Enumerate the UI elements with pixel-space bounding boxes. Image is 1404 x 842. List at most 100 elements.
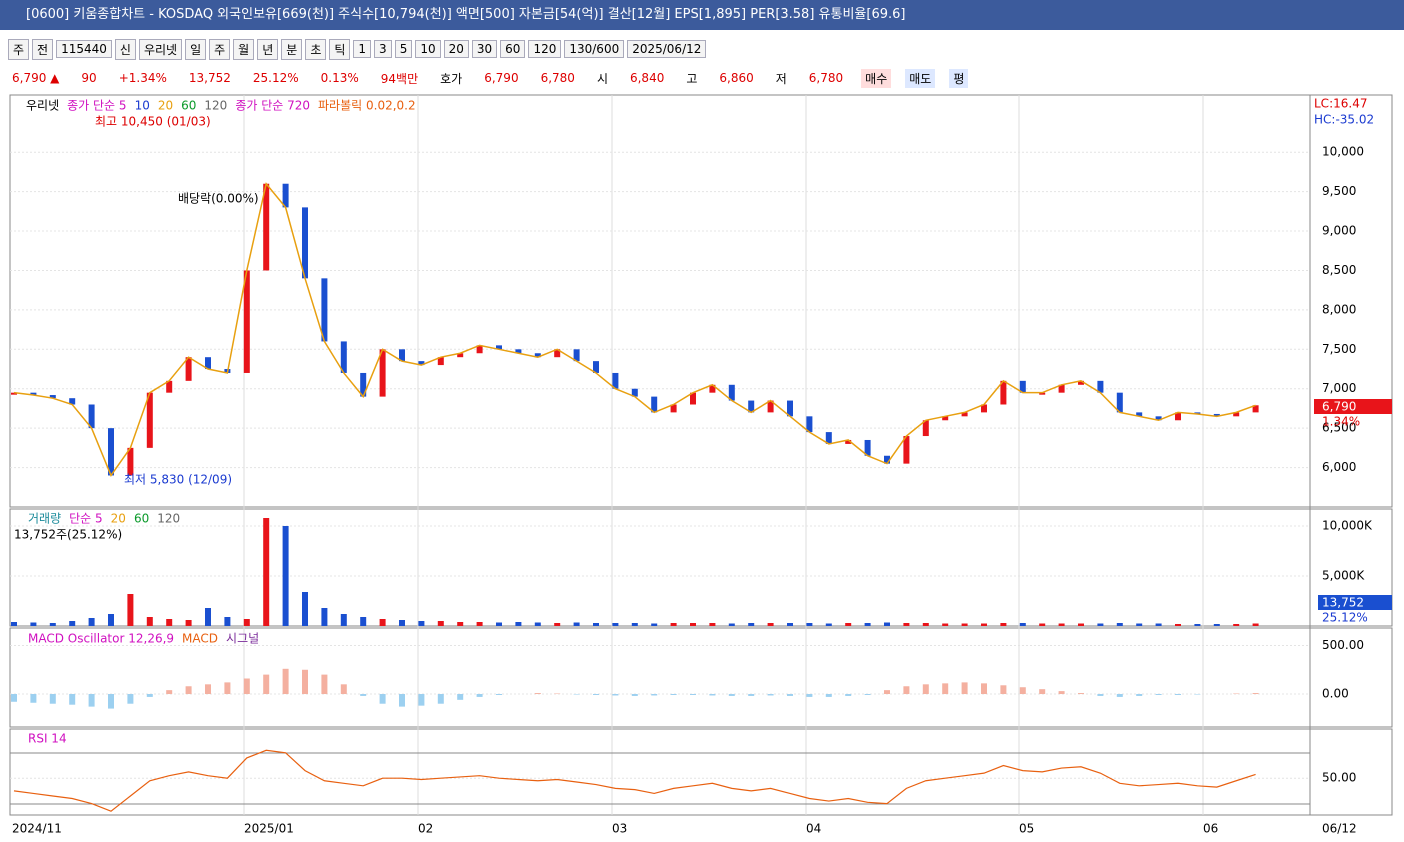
macd-bar <box>127 694 134 704</box>
tool-button[interactable]: 130/600 <box>564 40 625 58</box>
macd-bar <box>709 694 716 696</box>
candle <box>787 400 793 417</box>
macd-bar <box>69 694 76 705</box>
tool-button[interactable]: 년 <box>257 38 279 60</box>
tool-button[interactable]: 60 <box>500 40 526 58</box>
right-label: 6,790 <box>1322 400 1356 414</box>
candle <box>205 357 211 370</box>
volume-bar <box>903 623 910 626</box>
price-box <box>1314 399 1392 414</box>
y-tick-label: 500.00 <box>1322 638 1364 652</box>
quote-field[interactable]: 평 <box>949 68 969 88</box>
y-tick-label: 6,500 <box>1322 421 1356 435</box>
volume-bar <box>1116 623 1123 626</box>
candle <box>399 349 405 362</box>
candle <box>379 349 386 397</box>
quote-field: 6,780 <box>808 71 844 85</box>
legend-item: 우리넷 <box>26 99 59 113</box>
tool-button[interactable]: 1 <box>353 40 372 58</box>
legend-item: 파라볼릭 0.02,0.2 <box>318 99 416 113</box>
legend-item: 120 <box>204 99 227 113</box>
rsi-line <box>13 749 1256 812</box>
macd-bar <box>612 694 619 696</box>
macd-bar <box>1019 687 1026 695</box>
candle <box>961 412 968 417</box>
macd-bar <box>748 694 755 696</box>
quote-field[interactable]: 매도 <box>905 68 936 88</box>
tool-button[interactable]: 120 <box>528 40 562 58</box>
candle <box>651 396 658 413</box>
tool-button[interactable]: 10 <box>415 40 441 58</box>
tool-button[interactable]: 주 <box>209 38 231 60</box>
macd-bar <box>1097 694 1104 696</box>
volume-bar <box>787 623 793 626</box>
volume-box <box>1318 595 1392 610</box>
tool-button[interactable]: 분 <box>281 38 303 60</box>
tool-button[interactable]: 주 <box>8 38 30 60</box>
panel-frame <box>9 508 1393 627</box>
panel-frame <box>9 627 1393 728</box>
macd-bar <box>457 694 464 700</box>
tool-button[interactable]: 5 <box>394 40 413 58</box>
macd-bar <box>884 690 890 695</box>
volume-bar <box>825 623 832 626</box>
volume-bar <box>127 594 134 626</box>
quote-field: 시 <box>596 71 608 86</box>
macd-bar <box>825 694 832 697</box>
tool-button[interactable]: 115440 <box>56 40 112 58</box>
macd-bar <box>922 684 929 695</box>
candle <box>1213 413 1220 417</box>
macd-bar <box>670 694 677 695</box>
candle <box>166 380 173 393</box>
legend-item: 단순 5 <box>69 512 103 526</box>
candle <box>1136 412 1143 417</box>
tool-button[interactable]: 틱 <box>329 38 351 60</box>
legend-item: 종가 단순 5 <box>67 99 126 113</box>
tool-button[interactable]: 20 <box>443 40 469 58</box>
x-tick-label: 2024/11 <box>12 822 62 836</box>
tool-button[interactable]: 우리넷 <box>138 38 183 60</box>
volume-bar <box>379 619 386 626</box>
volume-bar <box>49 623 56 626</box>
candle <box>321 278 328 342</box>
macd-bar <box>185 686 192 695</box>
candle <box>476 345 483 354</box>
annotation: 최저 5,830 (12/09) <box>124 473 232 487</box>
tool-button[interactable]: 일 <box>185 38 207 60</box>
tool-button[interactable]: 전 <box>32 38 54 60</box>
tool-button[interactable]: 초 <box>305 38 327 60</box>
macd-bar <box>981 683 987 695</box>
legend-item: 13,752주(25.12%) <box>14 528 122 542</box>
candle <box>825 432 832 444</box>
volume-bar <box>670 623 677 626</box>
volume-bar <box>593 623 599 626</box>
tool-button[interactable]: 월 <box>233 38 255 60</box>
volume-bar <box>243 619 250 626</box>
tool-button[interactable]: 3 <box>374 40 392 58</box>
candle <box>340 341 347 373</box>
macd-bar <box>224 682 231 695</box>
candle <box>243 270 250 373</box>
volume-bar <box>399 620 405 626</box>
candle <box>282 183 289 208</box>
candle <box>612 372 619 389</box>
tool-button[interactable]: 신 <box>114 38 136 60</box>
volume-bar <box>185 620 192 626</box>
panel-frame <box>9 728 1393 816</box>
x-tick-label: 02 <box>418 822 433 836</box>
title-bar: [0600] 키움종합차트 - KOSDAQ 외국인보유[669(천)] 주식수… <box>0 0 1404 30</box>
candle <box>146 392 153 448</box>
candle <box>573 349 580 362</box>
quote-field[interactable]: 매수 <box>861 68 892 88</box>
candle <box>864 439 871 456</box>
volume-bar <box>30 622 37 626</box>
macd-bar <box>399 694 405 707</box>
legend-item: MACD Oscillator 12,26,9 <box>28 632 174 646</box>
candle <box>263 183 270 271</box>
candle <box>1252 405 1259 413</box>
tool-button[interactable]: 30 <box>471 40 498 58</box>
quote-field: 90 <box>81 71 97 85</box>
candle <box>728 384 735 401</box>
tool-button[interactable]: 2025/06/12 <box>627 40 707 58</box>
